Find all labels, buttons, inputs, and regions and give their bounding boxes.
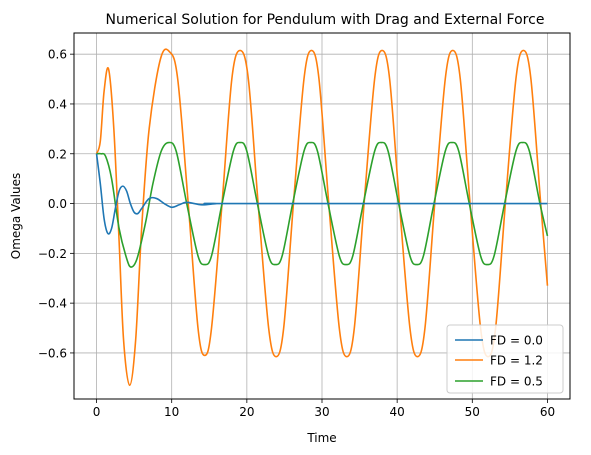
x-tick-label: 50 bbox=[465, 405, 480, 419]
y-tick-label: −0.2 bbox=[38, 247, 67, 261]
series-lines bbox=[95, 48, 549, 387]
axis-ticks: 0 10 20 30 40 50 60 −0.6 −0.4 −0.2 0.0 0.2 0.4 0.6 bbox=[38, 48, 555, 419]
y-axis-label: Omega Values bbox=[9, 173, 23, 260]
y-tick-label: −0.4 bbox=[38, 297, 67, 311]
legend-label-fd-0: FD = 0.0 bbox=[490, 334, 543, 348]
series-line-fd-0 bbox=[95, 153, 548, 235]
y-tick-label: 0.4 bbox=[48, 97, 67, 111]
x-tick-label: 10 bbox=[164, 405, 179, 419]
y-tick-label: 0.6 bbox=[48, 48, 67, 62]
legend: FD = 0.0 FD = 1.2 FD = 0.5 bbox=[446, 324, 564, 394]
y-tick-label: 0.2 bbox=[48, 147, 67, 161]
y-tick-label: −0.6 bbox=[38, 346, 67, 360]
x-axis-label: Time bbox=[306, 431, 336, 445]
legend-label-fd-1-2: FD = 1.2 bbox=[490, 354, 543, 368]
legend-label-fd-0-5: FD = 0.5 bbox=[490, 375, 543, 389]
x-tick-label: 40 bbox=[390, 405, 405, 419]
y-tick-label: 0.0 bbox=[48, 197, 67, 211]
chart-title: Numerical Solution for Pendulum with Dra… bbox=[106, 12, 545, 28]
x-tick-label: 60 bbox=[540, 405, 555, 419]
legend-box bbox=[446, 324, 564, 394]
x-tick-label: 20 bbox=[239, 405, 254, 419]
x-tick-label: 30 bbox=[314, 405, 329, 419]
x-tick-label: 0 bbox=[93, 405, 101, 419]
